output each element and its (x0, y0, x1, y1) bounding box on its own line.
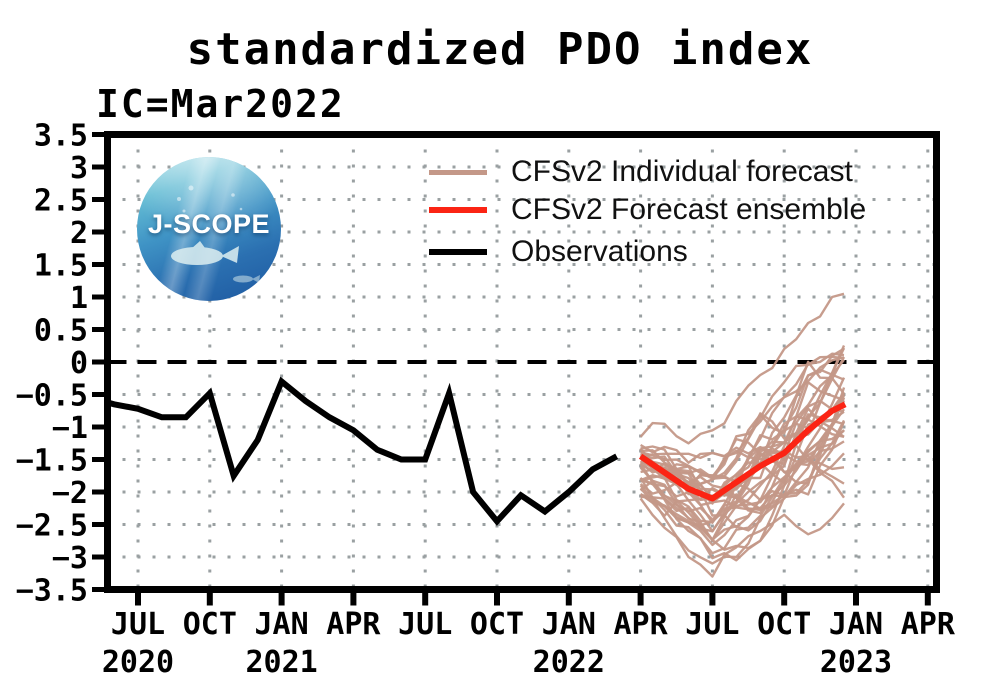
svg-text:2.5: 2.5 (34, 184, 88, 219)
legend-item-individual-forecast: CFSv2 Individual forecast (429, 155, 853, 189)
svg-text:1.5: 1.5 (34, 249, 88, 284)
svg-text:JAN: JAN (829, 607, 883, 642)
svg-text:OCT: OCT (183, 607, 237, 642)
svg-text:−3.5: −3.5 (16, 574, 88, 609)
svg-text:2022: 2022 (533, 645, 605, 680)
svg-text:−2: −2 (52, 476, 88, 511)
svg-text:−0.5: −0.5 (16, 379, 88, 414)
svg-text:JAN: JAN (255, 607, 309, 642)
chart-title: standardized PDO index (186, 24, 814, 75)
svg-text:−3: −3 (52, 541, 88, 576)
svg-text:2: 2 (70, 216, 88, 251)
legend-label: CFSv2 Forecast ensemble (511, 193, 867, 226)
logo-text: J-SCOPE (147, 209, 271, 239)
svg-text:1: 1 (70, 281, 88, 316)
svg-text:2020: 2020 (102, 645, 174, 680)
svg-text:−2.5: −2.5 (16, 509, 88, 544)
svg-text:2023: 2023 (820, 645, 892, 680)
svg-text:−1: −1 (52, 411, 88, 446)
svg-text:0: 0 (70, 346, 88, 381)
legend-label: Observations (511, 235, 688, 268)
observations-line-swatch (429, 249, 487, 255)
svg-text:JUL: JUL (398, 607, 452, 642)
fish-icon (171, 185, 260, 283)
individual-forecast-line-swatch (429, 169, 487, 175)
svg-text:APR: APR (901, 607, 956, 642)
svg-text:APR: APR (326, 607, 381, 642)
svg-text:3: 3 (70, 151, 88, 186)
svg-text:3.5: 3.5 (34, 119, 88, 154)
legend-item-observations: Observations (429, 235, 688, 269)
svg-text:JUL: JUL (111, 607, 165, 642)
svg-text:0.5: 0.5 (34, 314, 88, 349)
svg-text:JUL: JUL (685, 607, 739, 642)
legend-label: CFSv2 Individual forecast (511, 155, 853, 188)
forecast-ensemble-line-swatch (429, 207, 487, 213)
svg-text:2021: 2021 (245, 645, 317, 680)
initial-condition-label: IC=Mar2022 (96, 82, 345, 126)
svg-text:APR: APR (614, 607, 669, 642)
svg-text:JAN: JAN (542, 607, 596, 642)
svg-text:OCT: OCT (470, 607, 524, 642)
jscope-logo: J-SCOPE (137, 157, 281, 301)
svg-text:−1.5: −1.5 (16, 444, 88, 479)
svg-text:OCT: OCT (757, 607, 811, 642)
legend-item-forecast-ensemble: CFSv2 Forecast ensemble (429, 193, 866, 227)
